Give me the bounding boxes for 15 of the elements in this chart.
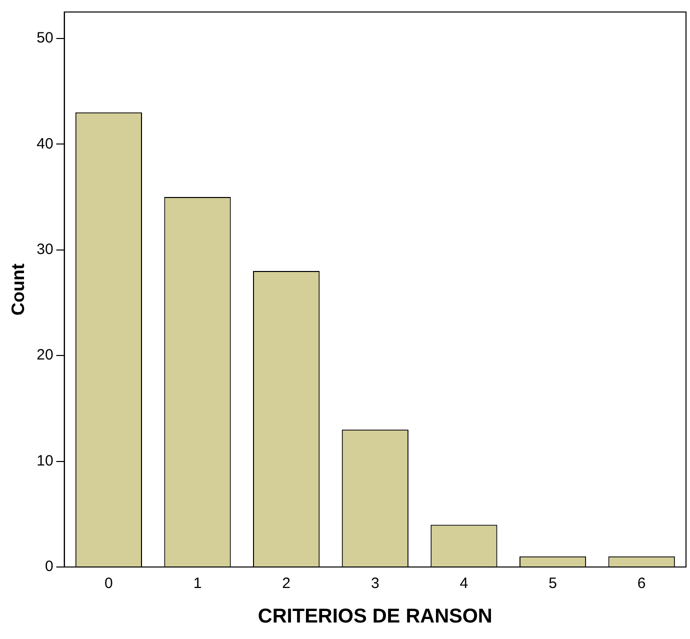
x-tick-label: 3 [370, 575, 380, 592]
y-tick-label: 40 [36, 135, 54, 152]
x-tick-label: 1 [193, 575, 202, 592]
y-tick-label: 50 [36, 30, 54, 47]
y-tick-label: 10 [36, 452, 54, 470]
x-tick-label: 5 [548, 575, 557, 592]
x-tick-label: 0 [104, 575, 113, 592]
y-tick-label: 30 [36, 241, 54, 258]
y-tick-label: 0 [44, 558, 54, 576]
y-tick-label: 20 [36, 346, 54, 364]
y-axis-title: Count [8, 264, 28, 316]
x-tick-label: 6 [637, 575, 646, 592]
x-tick-label: 2 [282, 575, 290, 592]
x-tick-label: 4 [460, 575, 468, 592]
x-axis-title: CRITERIOS DE RANSON [258, 606, 492, 628]
